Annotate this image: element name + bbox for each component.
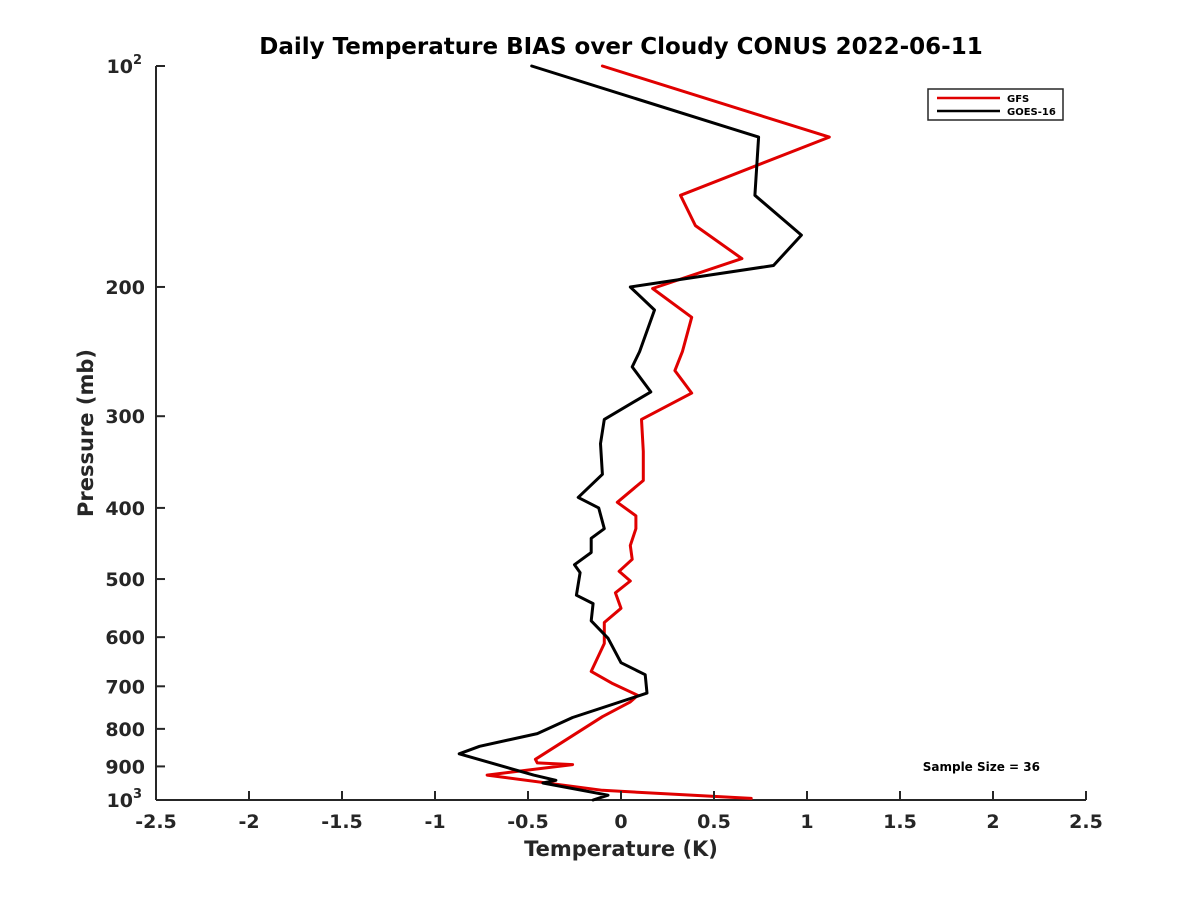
y-tick-label: 900: [105, 756, 145, 778]
legend-box: [927, 88, 1064, 121]
x-tick-label: 1: [800, 811, 813, 833]
y-tick-label: 600: [105, 627, 145, 649]
y-tick-label-base: 800: [105, 719, 145, 741]
legend: GFS GOES-16: [927, 88, 1064, 121]
x-axis-label: Temperature (K): [524, 837, 718, 861]
y-tick-label-base: 300: [105, 406, 145, 428]
legend-label: GFS: [1007, 94, 1029, 105]
x-tick-label: 1.5: [883, 811, 917, 833]
y-tick-label-base: 700: [105, 676, 145, 698]
x-tick-label: -0.5: [507, 811, 549, 833]
x-tick-label: -2.5: [135, 811, 177, 833]
chart-title: Daily Temperature BIAS over Cloudy CONUS…: [259, 34, 982, 60]
series-layer: [457, 64, 831, 802]
x-tick-label: 2: [986, 811, 999, 833]
y-tick-label: 200: [105, 277, 145, 299]
plot-area: -2.5 -2 -1.5 -1 -0.5 0 0.5 1 1.5 2 2.5 10220030040…: [105, 53, 1103, 833]
y-tick-label-base: 10: [107, 790, 133, 812]
y-tick-label-base: 900: [105, 756, 145, 778]
y-tick-label: 300: [105, 406, 145, 428]
x-tick-label: 0.5: [697, 811, 731, 833]
series-line-gfs: [485, 64, 831, 800]
x-tick-label: -2: [238, 811, 259, 833]
y-tick-label-base: 500: [105, 569, 145, 591]
y-tick-label-exponent: 3: [133, 787, 142, 802]
y-tick-label-base: 10: [107, 56, 133, 78]
y-tick-label-exponent: 2: [133, 53, 142, 68]
y-tick-label-base: 600: [105, 627, 145, 649]
x-tick-label: -1.5: [321, 811, 363, 833]
y-tick-label: 400: [105, 498, 145, 520]
y-tick-label-base: 200: [105, 277, 145, 299]
y-tick-label: 500: [105, 569, 145, 591]
x-tick-label: 2.5: [1069, 811, 1103, 833]
y-tick-label: 103: [107, 787, 143, 812]
y-tick-label: 102: [107, 53, 143, 78]
y-axis-label: Pressure (mb): [74, 349, 98, 517]
x-tick-label: 0: [614, 811, 627, 833]
x-ticks: -2.5 -2 -1.5 -1 -0.5 0 0.5 1 1.5 2 2.5: [135, 791, 1103, 833]
x-tick-label: -1: [424, 811, 445, 833]
y-tick-label: 800: [105, 719, 145, 741]
legend-items: GFS GOES-16: [937, 94, 1056, 118]
y-tick-label: 700: [105, 676, 145, 698]
y-tick-label-base: 400: [105, 498, 145, 520]
sample-size-annotation: Sample Size = 36: [923, 760, 1040, 774]
legend-label: GOES-16: [1007, 107, 1056, 118]
series-line-goes-16: [457, 64, 803, 802]
